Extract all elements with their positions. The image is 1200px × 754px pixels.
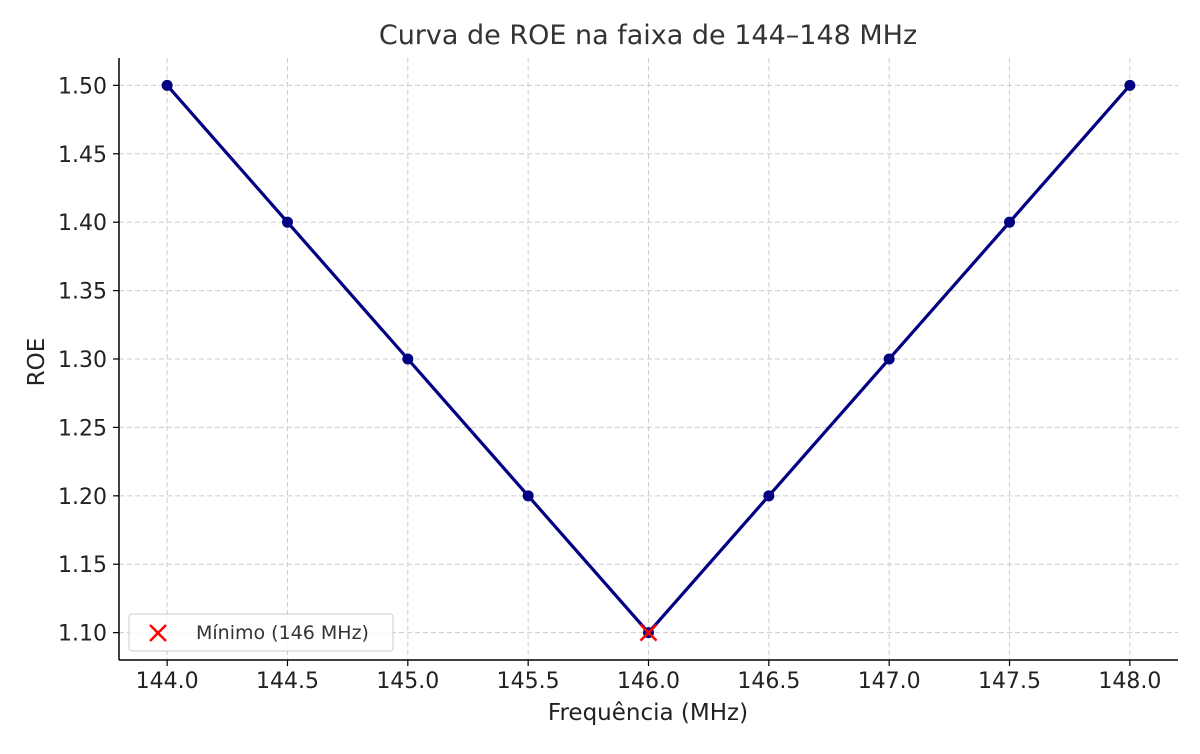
marker-stroke <box>149 624 167 642</box>
data-point <box>522 490 534 502</box>
x-tick-label: 148.0 <box>1098 669 1161 694</box>
minimum-marker <box>639 623 658 642</box>
data-point <box>763 490 775 502</box>
legend-marker <box>149 624 167 642</box>
legend: Mínimo (146 MHz) <box>128 613 394 652</box>
x-tick-label: 147.5 <box>978 669 1041 694</box>
marker-stroke <box>639 623 658 642</box>
data-point <box>281 216 293 228</box>
x-tick-label: 144.5 <box>256 669 319 694</box>
y-tick-label: 1.45 <box>58 143 107 168</box>
y-tick-label: 1.20 <box>58 485 107 510</box>
data-point <box>883 353 895 365</box>
x-tick-label: 147.0 <box>858 669 921 694</box>
y-tick-label: 1.40 <box>58 211 107 236</box>
annotations <box>639 623 658 642</box>
x-tick-label: 144.0 <box>136 669 199 694</box>
y-axis-label: ROE <box>24 338 50 387</box>
data-point <box>161 79 173 91</box>
tick-labels: 144.0 144.5 145.0 145.5 146.0 146.5 147.0 147.5… <box>58 74 1161 694</box>
data-point <box>1004 216 1016 228</box>
y-tick-label: 1.10 <box>58 622 107 647</box>
y-tick-label: 1.30 <box>58 348 107 373</box>
y-tick-label: 1.15 <box>58 553 107 578</box>
y-tick-label: 1.50 <box>58 74 107 99</box>
chart-title: Curva de ROE na faixa de 144–148 MHz <box>379 20 917 51</box>
data-point <box>1124 79 1136 91</box>
x-axis-label: Frequência (MHz) <box>548 700 748 726</box>
x-tick-label: 145.5 <box>497 669 560 694</box>
legend-box <box>128 613 394 652</box>
y-tick-label: 1.25 <box>58 416 107 441</box>
x-tick-label: 146.5 <box>737 669 800 694</box>
data-point <box>402 353 414 365</box>
legend-label: Mínimo (146 MHz) <box>196 622 369 644</box>
x-tick-label: 145.0 <box>376 669 439 694</box>
y-tick-label: 1.35 <box>58 280 107 305</box>
grid-lines <box>119 58 1178 660</box>
x-tick-label: 146.0 <box>617 669 680 694</box>
